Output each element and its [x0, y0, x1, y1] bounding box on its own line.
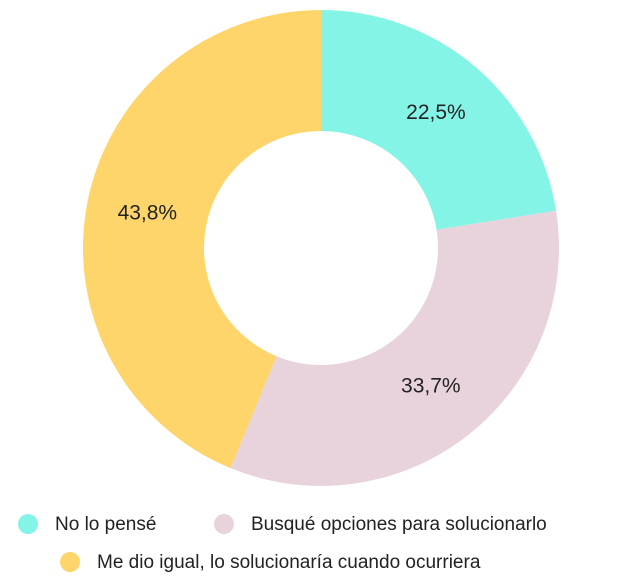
legend-swatch [60, 552, 80, 572]
donut-slice [83, 10, 322, 469]
legend-swatch [18, 514, 38, 534]
value-label: 33,7% [401, 374, 461, 397]
legend-label: Busqué opciones para solucionarlo [251, 514, 547, 535]
legend-swatch [214, 514, 234, 534]
donut-slice [230, 210, 559, 486]
value-label: 43,8% [118, 201, 178, 224]
legend-label: No lo pensé [55, 514, 156, 535]
donut-slice [321, 10, 557, 230]
value-label: 22,5% [406, 101, 466, 124]
legend-label: Me dio igual, lo solucionaría cuando ocu… [97, 552, 481, 573]
